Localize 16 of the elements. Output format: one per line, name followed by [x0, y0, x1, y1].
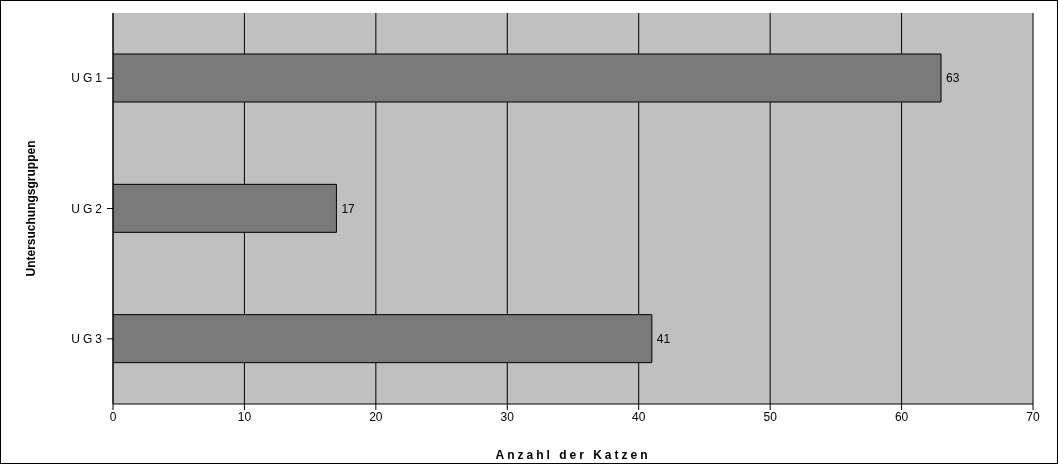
data-label: 63 — [946, 71, 960, 86]
x-tick-label: 40 — [632, 409, 646, 424]
x-tick-label: 30 — [500, 409, 515, 424]
data-label: 17 — [341, 201, 356, 216]
data-label: 41 — [656, 331, 671, 346]
y-axis-title: Untersuchungsgruppen — [24, 140, 39, 277]
y-tick-label: UG3 — [71, 332, 105, 347]
x-tick-label: 70 — [1026, 409, 1040, 424]
x-tick-label: 50 — [763, 409, 778, 424]
x-axis-title: Anzahl der Katzen — [495, 448, 651, 462]
x-tick-label: 0 — [109, 409, 117, 424]
x-tick-label: 20 — [369, 409, 383, 424]
y-tick-label: UG1 — [71, 71, 105, 86]
x-tick-label: 10 — [237, 409, 252, 424]
y-tick-label: UG2 — [71, 201, 105, 216]
x-tick-label: 60 — [894, 409, 909, 424]
